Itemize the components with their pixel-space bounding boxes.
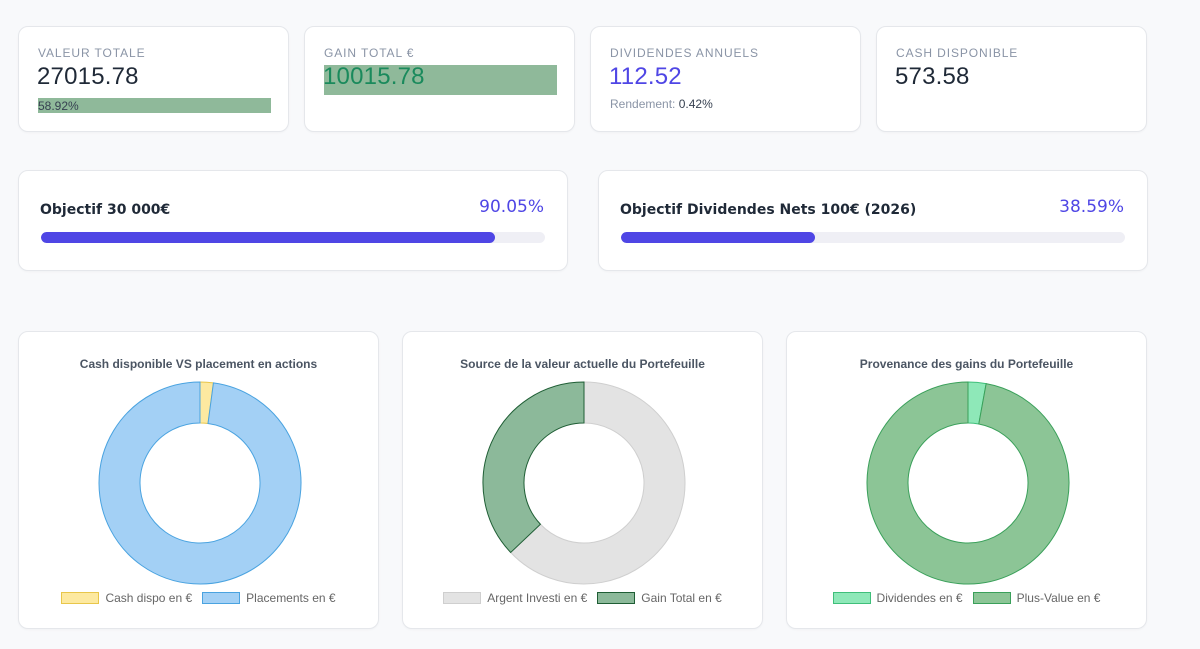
legend-swatch <box>443 592 482 604</box>
donut-slice-2[interactable] <box>482 381 585 554</box>
chart-card-gains-origin: Provenance des gains du Portefeuille Div… <box>786 331 1147 629</box>
stat-card-annual-dividends: DIVIDENDES ANNUELS 112.52 Rendement: 0.4… <box>590 26 861 132</box>
chart-title: Source de la valeur actuelle du Portefeu… <box>460 357 705 371</box>
stat-card-available-cash: CASH DISPONIBLE 573.58 <box>876 26 1147 132</box>
stat-value: 27015.78 <box>37 63 139 90</box>
legend-label: Placements en € <box>246 591 336 605</box>
goal-card-dividends: Objectif Dividendes Nets 100€ (2026) 38.… <box>598 170 1148 271</box>
chart-legend: Argent Investi en € Gain Total en € <box>403 591 762 605</box>
goal-title: Objectif Dividendes Nets 100€ (2026) <box>620 202 917 218</box>
chart-card-cash-vs-investments: Cash disponible VS placement en actions … <box>18 331 379 629</box>
legend-item[interactable]: Placements en € <box>202 591 336 605</box>
legend-label: Plus-Value en € <box>1016 591 1101 605</box>
chart-card-portfolio-value-source: Source de la valeur actuelle du Portefeu… <box>402 331 763 629</box>
legend-label: Cash dispo en € <box>105 591 193 605</box>
donut-slice-1[interactable] <box>509 381 686 585</box>
legend-swatch <box>972 592 1011 604</box>
yield-label: Rendement: <box>610 97 676 111</box>
goal-percent: 38.59% <box>1059 197 1124 217</box>
donut-chart <box>866 381 1070 585</box>
donut-chart <box>482 381 686 585</box>
legend-swatch <box>832 592 871 604</box>
legend-label: Gain Total en € <box>641 591 722 605</box>
legend-item[interactable]: Gain Total en € <box>597 591 722 605</box>
legend-label: Dividendes en € <box>876 591 963 605</box>
progress-fill <box>621 232 816 243</box>
legend-item[interactable]: Plus-Value en € <box>972 591 1101 605</box>
yield-line: Rendement: 0.42% <box>610 97 713 111</box>
chart-legend: Cash dispo en € Placements en € <box>19 591 378 605</box>
legend-swatch <box>597 592 636 604</box>
legend-swatch <box>61 592 100 604</box>
legend-item[interactable]: Argent Investi en € <box>443 591 587 605</box>
chart-title: Cash disponible VS placement en actions <box>79 357 318 371</box>
stat-value: 10015.78 <box>323 63 425 90</box>
yield-value: 0.42% <box>678 97 713 111</box>
stat-label: GAIN TOTAL € <box>324 46 415 60</box>
stat-label: VALEUR TOTALE <box>38 46 146 60</box>
goal-title: Objectif 30 000€ <box>40 202 171 218</box>
chart-legend: Dividendes en € Plus-Value en € <box>787 591 1146 605</box>
progress-fill <box>41 232 495 243</box>
donut-slice-2[interactable] <box>98 381 302 585</box>
stat-value: 573.58 <box>895 63 970 90</box>
chart-title: Provenance des gains du Portefeuille <box>859 357 1074 371</box>
legend-swatch <box>202 592 241 604</box>
stat-label: DIVIDENDES ANNUELS <box>610 46 759 60</box>
value-highlight <box>324 65 557 95</box>
legend-item[interactable]: Cash dispo en € <box>61 591 192 605</box>
stat-card-total-value: VALEUR TOTALE 27015.78 58.92% <box>18 26 289 132</box>
stat-card-total-gain: GAIN TOTAL € 10015.78 <box>304 26 575 132</box>
stat-percent: 58.92% <box>38 99 79 113</box>
goal-card-30000: Objectif 30 000€ 90.05% <box>18 170 568 271</box>
legend-label: Argent Investi en € <box>487 591 588 605</box>
donut-chart <box>98 381 302 585</box>
progress-track <box>621 232 1125 243</box>
goal-percent: 90.05% <box>479 197 544 217</box>
legend-item[interactable]: Dividendes en € <box>832 591 963 605</box>
progress-track <box>41 232 545 243</box>
stat-label: CASH DISPONIBLE <box>896 46 1019 60</box>
percent-highlight <box>38 98 271 113</box>
stat-value: 112.52 <box>609 63 682 90</box>
donut-slice-2[interactable] <box>866 381 1070 585</box>
